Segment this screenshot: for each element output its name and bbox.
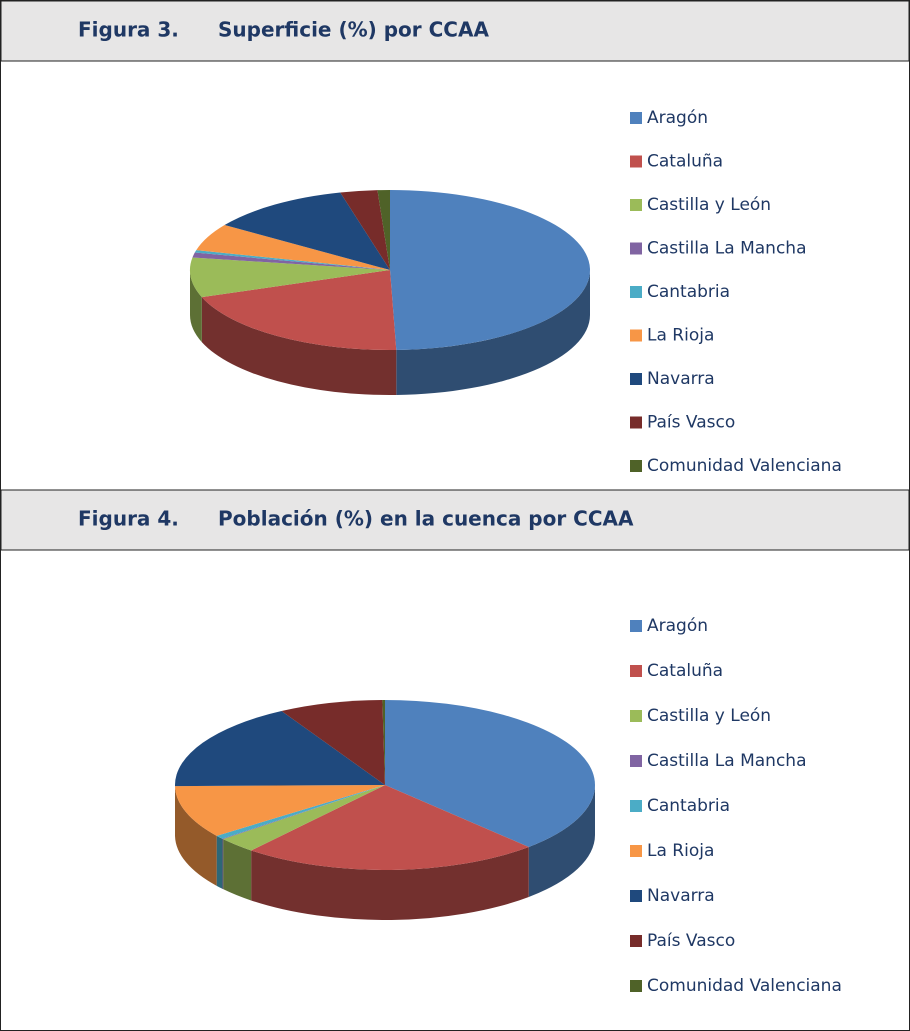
pie-slice bbox=[216, 785, 385, 839]
legend-label: Cataluña bbox=[647, 661, 723, 681]
legend-swatch bbox=[630, 286, 642, 298]
pie-slice bbox=[192, 252, 390, 270]
legend-swatch bbox=[630, 890, 642, 902]
pie-side bbox=[201, 297, 397, 395]
pie-side bbox=[223, 839, 252, 901]
pie-side bbox=[222, 838, 224, 890]
legend-label: Cantabria bbox=[647, 796, 730, 816]
pie-slice bbox=[382, 700, 385, 785]
legend-swatch bbox=[630, 373, 642, 385]
legend-swatch bbox=[630, 665, 642, 677]
legend-label: Castilla La Mancha bbox=[647, 751, 807, 771]
legend-label: País Vasco bbox=[647, 413, 735, 433]
pie-slice bbox=[175, 711, 385, 787]
pie-slice bbox=[194, 250, 390, 270]
pie-slice bbox=[251, 785, 529, 870]
legend-label: Navarra bbox=[647, 369, 715, 389]
pie-slice bbox=[390, 190, 590, 350]
pie-side bbox=[528, 785, 595, 897]
pie-slice bbox=[201, 270, 397, 350]
figure-title: Superficie (%) por CCAA bbox=[218, 18, 489, 42]
legend-label: Aragón bbox=[647, 616, 708, 636]
legend-label: Castilla La Mancha bbox=[647, 239, 807, 259]
pie-slice bbox=[224, 192, 390, 270]
header-band bbox=[0, 0, 910, 62]
pie-slice bbox=[175, 785, 385, 836]
legend-label: País Vasco bbox=[647, 931, 735, 951]
legend-swatch bbox=[630, 980, 642, 992]
figure-title: Población (%) en la cuenca por CCAA bbox=[218, 507, 634, 531]
pie-side bbox=[175, 786, 217, 886]
legend-swatch bbox=[630, 460, 642, 472]
legend-swatch bbox=[630, 935, 642, 947]
legend-label: Cataluña bbox=[647, 152, 723, 172]
figure-label: Figura 3. bbox=[78, 18, 179, 42]
legend-label: Comunidad Valenciana bbox=[647, 976, 842, 996]
legend-swatch bbox=[630, 755, 642, 767]
legend-swatch bbox=[630, 112, 642, 124]
pie-slice bbox=[340, 190, 390, 270]
pie-slice bbox=[190, 257, 390, 298]
legend-label: Castilla y León bbox=[647, 706, 771, 726]
legend-label: Aragón bbox=[647, 108, 708, 128]
legend-swatch bbox=[630, 329, 642, 342]
legend-swatch bbox=[630, 710, 642, 722]
legend-swatch bbox=[630, 620, 642, 632]
pie-side bbox=[396, 270, 590, 395]
legend-swatch bbox=[630, 845, 642, 857]
legend-label: Castilla y León bbox=[647, 195, 771, 215]
pie-slice bbox=[223, 785, 385, 851]
figure-label: Figura 4. bbox=[78, 507, 179, 531]
pie-slice bbox=[222, 785, 385, 840]
legend-swatch bbox=[630, 416, 642, 429]
legend-swatch bbox=[630, 199, 642, 211]
legend-label: Navarra bbox=[647, 886, 715, 906]
pie-slice bbox=[385, 700, 596, 847]
pie-side bbox=[216, 835, 223, 889]
pie-slice bbox=[377, 190, 390, 270]
legend-label: Comunidad Valenciana bbox=[647, 456, 842, 476]
pie-side bbox=[190, 270, 202, 343]
header-band bbox=[0, 489, 910, 551]
legend-swatch bbox=[630, 800, 642, 812]
pie-slice bbox=[281, 700, 385, 785]
pie-slice bbox=[196, 225, 390, 270]
legend-label: La Rioja bbox=[647, 841, 714, 861]
legend-swatch bbox=[630, 155, 642, 168]
pie-side bbox=[251, 846, 529, 921]
legend-label: Cantabria bbox=[647, 282, 730, 302]
legend-swatch bbox=[630, 242, 642, 255]
legend-label: La Rioja bbox=[647, 326, 714, 346]
